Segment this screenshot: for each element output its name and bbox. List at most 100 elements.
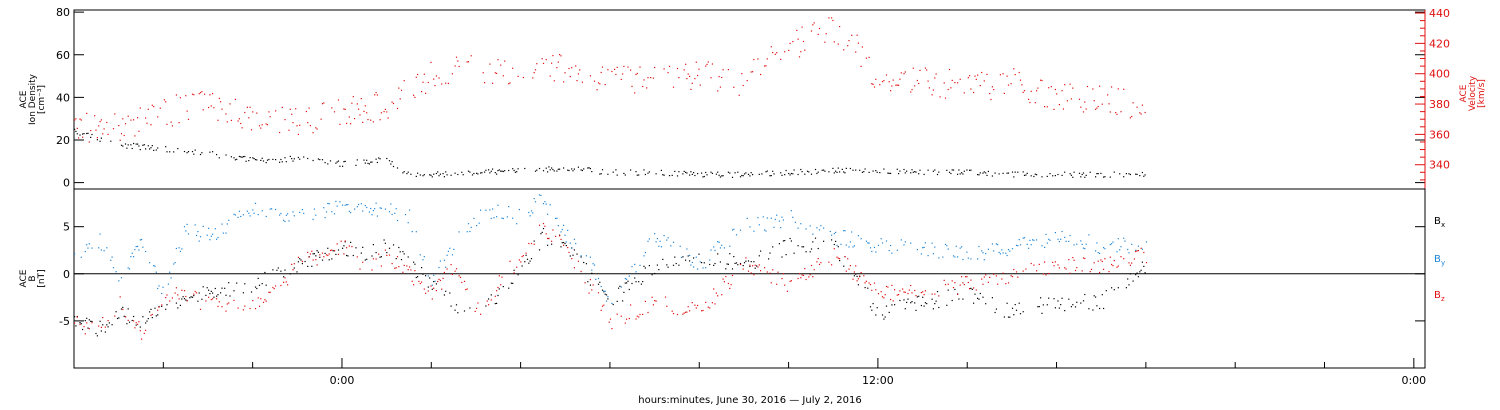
data-point bbox=[337, 253, 340, 255]
data-point bbox=[567, 169, 569, 171]
data-point bbox=[762, 216, 764, 218]
data-point bbox=[201, 152, 203, 154]
data-point bbox=[335, 200, 337, 202]
data-point bbox=[1057, 173, 1059, 176]
data-point bbox=[524, 261, 526, 263]
data-point bbox=[480, 172, 482, 174]
data-point bbox=[496, 173, 498, 175]
data-point bbox=[721, 175, 723, 177]
data-point bbox=[293, 263, 295, 265]
data-point bbox=[560, 55, 562, 57]
data-point bbox=[1054, 232, 1056, 234]
data-point bbox=[651, 296, 653, 298]
data-point bbox=[443, 294, 445, 296]
data-point bbox=[790, 280, 792, 282]
data-point bbox=[577, 260, 579, 262]
data-point bbox=[987, 281, 989, 283]
data-point bbox=[476, 225, 478, 227]
data-point bbox=[636, 72, 638, 75]
data-point bbox=[848, 246, 850, 248]
data-point bbox=[226, 223, 228, 225]
data-point bbox=[642, 313, 644, 315]
data-point bbox=[91, 247, 93, 249]
data-point bbox=[427, 290, 429, 292]
data-point bbox=[205, 300, 207, 302]
data-point bbox=[480, 313, 482, 315]
data-point bbox=[824, 41, 826, 43]
data-point bbox=[934, 169, 936, 171]
data-point bbox=[1028, 247, 1030, 249]
data-point bbox=[1085, 108, 1087, 110]
data-point bbox=[662, 174, 664, 176]
data-point bbox=[1145, 241, 1148, 243]
data-point bbox=[545, 59, 547, 61]
data-point bbox=[1011, 276, 1014, 278]
data-point bbox=[506, 216, 508, 218]
data-point bbox=[375, 92, 377, 94]
data-point bbox=[1015, 244, 1018, 246]
data-point bbox=[441, 83, 443, 85]
data-point bbox=[316, 264, 318, 266]
data-point bbox=[228, 302, 230, 304]
data-point bbox=[837, 246, 839, 248]
data-point bbox=[285, 281, 287, 283]
data-point bbox=[876, 171, 878, 173]
y-axis-title-line: [cm⁻³] bbox=[37, 85, 47, 114]
data-point bbox=[517, 168, 519, 170]
data-point bbox=[346, 204, 348, 206]
data-point bbox=[843, 171, 845, 173]
data-point bbox=[496, 290, 498, 292]
data-point bbox=[572, 254, 574, 256]
data-point bbox=[782, 240, 784, 242]
data-point bbox=[284, 277, 286, 279]
data-point bbox=[268, 291, 270, 293]
data-point bbox=[355, 247, 357, 249]
data-point bbox=[387, 117, 389, 119]
data-point bbox=[375, 158, 377, 160]
data-point bbox=[262, 160, 265, 162]
data-point bbox=[709, 263, 711, 266]
data-point bbox=[312, 218, 314, 220]
data-point bbox=[777, 271, 779, 273]
data-point bbox=[679, 245, 681, 247]
data-point bbox=[134, 327, 136, 329]
data-point bbox=[371, 269, 373, 271]
data-point bbox=[948, 68, 951, 71]
data-point bbox=[86, 244, 88, 246]
data-point bbox=[521, 256, 523, 258]
data-point bbox=[683, 69, 685, 71]
data-point bbox=[1041, 245, 1043, 247]
data-point bbox=[1007, 282, 1010, 284]
data-point bbox=[123, 134, 125, 137]
data-point bbox=[133, 320, 135, 322]
data-point bbox=[327, 254, 329, 257]
data-point bbox=[147, 145, 149, 147]
data-point bbox=[126, 323, 128, 325]
data-point bbox=[183, 150, 186, 153]
data-point bbox=[170, 277, 172, 279]
data-point bbox=[292, 160, 294, 162]
data-point bbox=[317, 251, 319, 253]
data-point bbox=[672, 313, 675, 315]
data-point bbox=[839, 171, 841, 173]
data-point bbox=[580, 270, 582, 273]
data-point bbox=[742, 84, 744, 87]
data-point bbox=[1092, 88, 1094, 90]
data-point bbox=[350, 241, 352, 243]
data-point bbox=[83, 133, 85, 135]
data-point bbox=[391, 213, 393, 215]
data-point bbox=[1141, 171, 1143, 174]
data-point bbox=[457, 60, 459, 62]
data-point bbox=[560, 238, 562, 240]
data-point bbox=[693, 257, 695, 259]
data-point bbox=[542, 170, 545, 172]
data-point bbox=[816, 227, 818, 229]
data-point bbox=[764, 65, 766, 67]
data-point bbox=[356, 256, 358, 258]
data-point bbox=[415, 276, 417, 279]
data-point bbox=[881, 314, 884, 316]
data-point bbox=[749, 175, 751, 177]
data-point bbox=[573, 238, 575, 240]
data-point bbox=[175, 302, 177, 304]
data-point bbox=[158, 305, 160, 308]
